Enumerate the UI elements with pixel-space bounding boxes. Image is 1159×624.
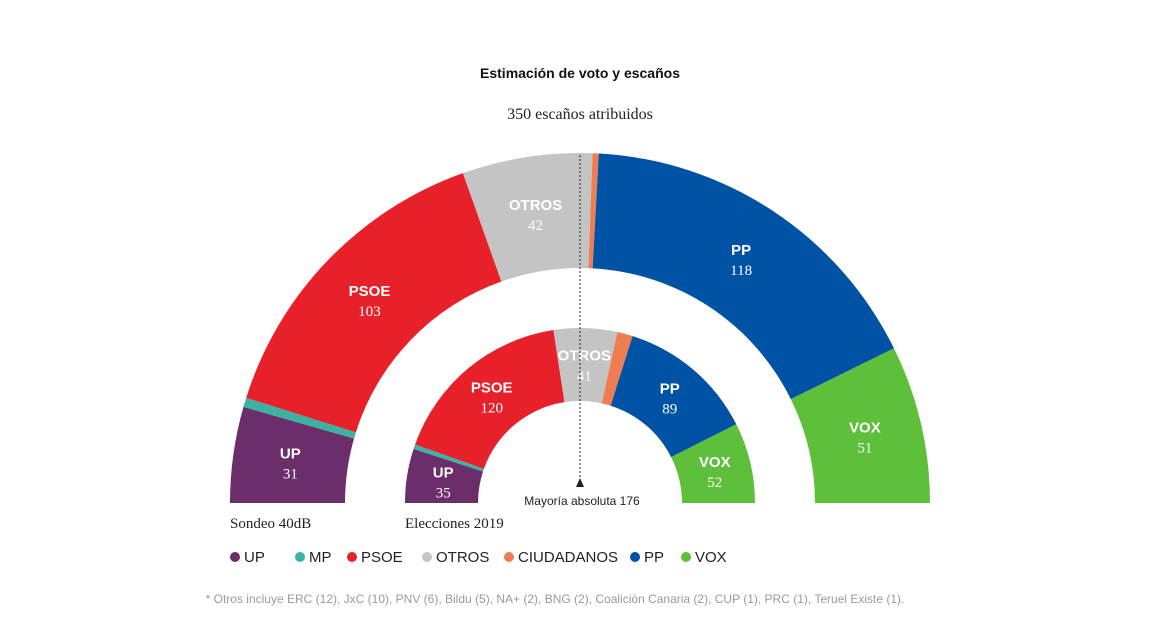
legend-swatch-vox [681,552,691,562]
legend-label-vox: VOX [695,549,727,566]
outer-label-up: UP [280,445,301,462]
inner-value-up: 35 [436,485,451,501]
legend-swatch-ciudadanos [504,552,514,562]
inner-segment-ciudadanos [601,332,633,406]
inner-label-up: UP [433,464,454,481]
outer-segment-otros [462,153,593,282]
chart-title: Estimación de voto y escaños [480,65,680,81]
outer-label-psoe: PSOE [349,283,391,300]
majority-arrow [576,478,584,487]
legend-swatch-otros [422,552,432,562]
outer-value-up: 31 [283,466,298,482]
legend-swatch-up [230,552,240,562]
outer-segment-psoe [246,173,502,433]
inner-segment-psoe [415,330,565,469]
outer-value-vox: 51 [857,441,872,457]
outer-label-pp: PP [731,242,751,259]
outer-ring-label: Sondeo 40dB [230,516,311,532]
legend-label-pp: PP [644,549,664,566]
legend-swatch-mp [295,552,305,562]
inner-value-psoe: 120 [480,400,503,416]
inner-value-vox: 52 [707,475,722,491]
legend-label-mp: MP [309,549,332,566]
inner-label-vox: VOX [699,454,731,471]
rings-group: UP 31 PSOE 103 OTROS 42 PP 118 VOX 51 UP 35 PSOE 120 O… [230,153,930,503]
outer-value-psoe: 103 [358,304,381,320]
inner-ring-label: Elecciones 2019 [405,516,504,532]
outer-value-pp: 118 [730,263,752,279]
outer-value-otros: 42 [528,218,543,234]
legend-swatch-pp [630,552,640,562]
legend-label-up: UP [244,549,265,566]
outer-segment-vox [790,348,930,503]
inner-value-pp: 89 [662,401,677,417]
outer-segment-pp [592,153,894,400]
inner-label-otros: OTROS [558,348,611,365]
inner-segment-up [405,448,483,503]
outer-segment-up [230,406,355,503]
outer-segment-ciudadanos [588,153,599,269]
inner-segment-mp [413,444,484,472]
outer-label-vox: VOX [849,420,881,437]
inner-value-otros: 41 [577,369,592,385]
legend-label-ciudadanos: CIUDADANOS [518,549,618,566]
inner-segment-pp [610,336,737,458]
inner-segment-otros [553,328,618,404]
footnote: * Otros incluye ERC (12), JxC (10), PNV … [206,592,905,606]
legend: UP MP PSOE OTROS CIUDADANOS PP VOX [230,549,727,566]
inner-segment-vox [671,424,755,503]
legend-swatch-psoe [347,552,357,562]
legend-label-otros: OTROS [436,549,489,566]
inner-label-psoe: PSOE [471,379,513,396]
inner-label-pp: PP [660,380,680,397]
majority-label: Mayoría absoluta 176 [524,494,640,508]
chart-subtitle: 350 escaños atribuidos [507,106,653,123]
legend-label-psoe: PSOE [361,549,403,566]
outer-segment-mp [243,397,356,439]
outer-label-otros: OTROS [509,197,562,214]
